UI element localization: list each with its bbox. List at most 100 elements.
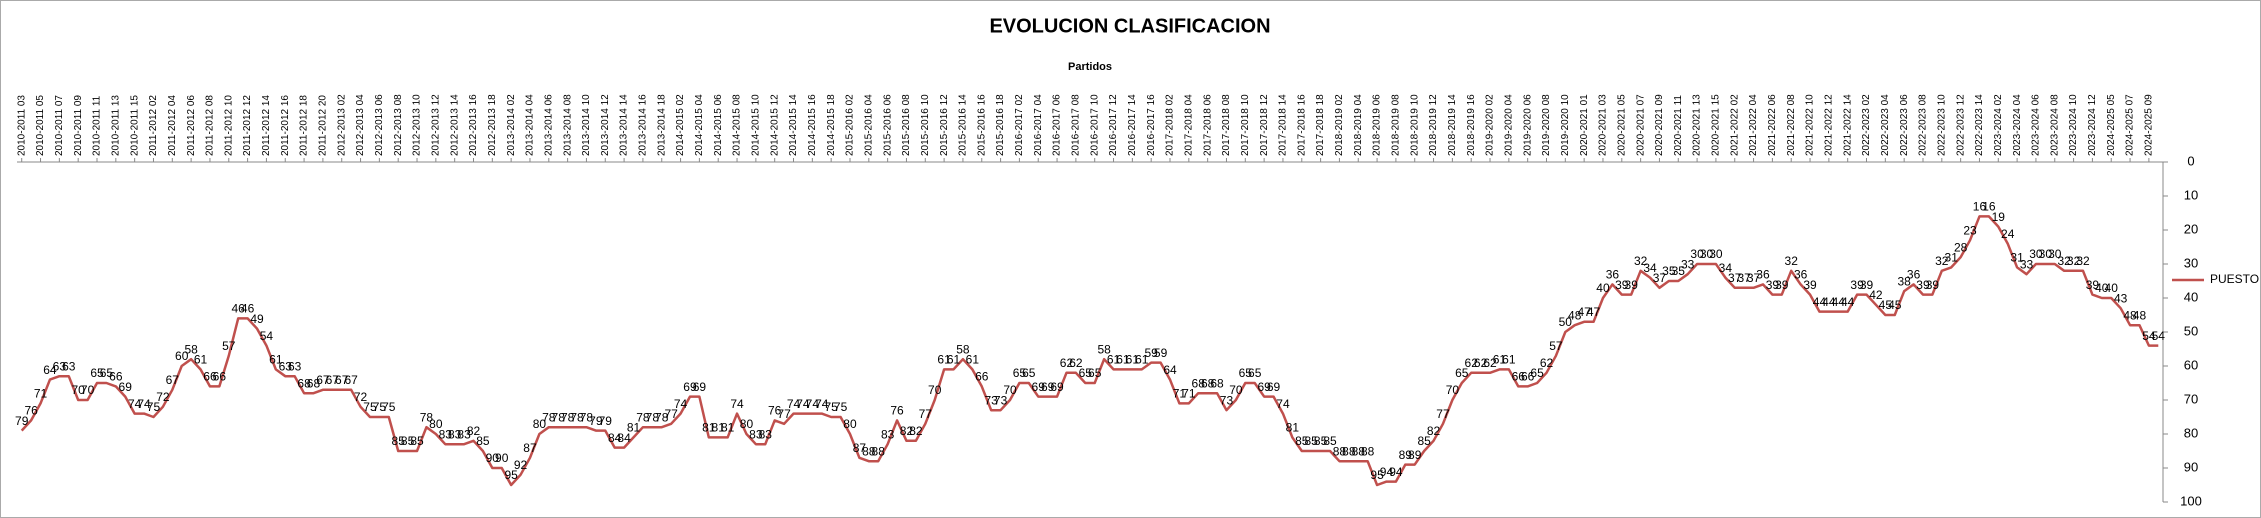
data-label: 79 — [589, 414, 603, 428]
x-tick-label: 2020-2021 05 — [1616, 94, 1627, 156]
data-label: 16 — [1973, 200, 1987, 214]
data-label: 69 — [683, 380, 697, 394]
x-tick-label: 2017-2018 14 — [1278, 94, 1289, 156]
data-label: 63 — [62, 359, 76, 373]
data-label: 88 — [1352, 444, 1366, 458]
x-tick-label: 2016-2017 10 — [1089, 94, 1100, 156]
data-label: 61 — [937, 353, 951, 367]
x-tick-label: 2012-2013 02 — [336, 94, 347, 156]
data-label: 64 — [43, 363, 57, 377]
x-tick-label: 2014-2015 16 — [807, 94, 818, 156]
data-label: 54 — [2152, 329, 2166, 343]
x-tick-label: 2023-2024 10 — [2068, 94, 2079, 156]
data-label: 31 — [1945, 251, 1959, 265]
x-tick-label: 2018-2019 16 — [1466, 94, 1477, 156]
data-label: 66 — [109, 370, 123, 384]
data-label: 65 — [1239, 366, 1253, 380]
data-label: 73 — [994, 393, 1008, 407]
data-label: 67 — [326, 373, 340, 387]
data-label: 67 — [335, 373, 349, 387]
x-tick-label: 2019-2020 06 — [1522, 94, 1533, 156]
x-tick-label: 2018-2019 10 — [1409, 94, 1420, 156]
data-label: 74 — [128, 397, 142, 411]
x-tick-label: 2014-2015 02 — [675, 94, 686, 156]
data-label: 54 — [2142, 329, 2156, 343]
data-label: 62 — [1465, 356, 1479, 370]
data-label: 39 — [1625, 278, 1639, 292]
data-label: 82 — [900, 424, 914, 438]
x-tick-label: 2022-2023 08 — [1918, 94, 1929, 156]
data-label: 77 — [1436, 407, 1450, 421]
x-tick-label: 2011-2012 06 — [186, 95, 197, 156]
data-label: 95 — [1370, 468, 1384, 482]
x-tick-label: 2023-2024 08 — [2049, 94, 2060, 156]
data-label: 89 — [1399, 448, 1413, 462]
x-tick-label: 2022-2023 14 — [1974, 94, 1985, 156]
data-label: 54 — [260, 329, 274, 343]
data-label: 88 — [1361, 444, 1375, 458]
data-label: 31 — [2010, 251, 2024, 265]
x-tick-label: 2012-2013 18 — [487, 94, 498, 156]
data-label: 66 — [213, 370, 227, 384]
data-label: 77 — [664, 407, 678, 421]
x-tick-label: 2016-2017 02 — [1014, 94, 1025, 156]
data-label: 35 — [1662, 264, 1676, 278]
data-label: 68 — [297, 376, 311, 390]
data-label: 30 — [1690, 247, 1704, 261]
data-label: 39 — [1850, 278, 1864, 292]
data-label: 84 — [608, 431, 622, 445]
x-tick-label: 2019-2020 04 — [1503, 94, 1514, 156]
data-label: 81 — [721, 421, 735, 435]
data-label: 80 — [429, 417, 443, 431]
data-label: 37 — [1653, 271, 1667, 285]
data-label: 85 — [410, 434, 424, 448]
data-label: 92 — [514, 458, 528, 472]
x-tick-label: 2018-2019 12 — [1428, 94, 1439, 156]
data-label: 61 — [1107, 353, 1121, 367]
data-label: 28 — [1954, 240, 1968, 254]
data-label: 39 — [1860, 278, 1874, 292]
x-tick-label: 2016-2017 12 — [1108, 94, 1119, 156]
y-tick-label: 20 — [2184, 221, 2198, 236]
data-label: 50 — [1559, 315, 1573, 329]
data-label: 61 — [1116, 353, 1130, 367]
data-label: 75 — [147, 400, 161, 414]
data-label: 89 — [1408, 448, 1422, 462]
data-label: 85 — [1323, 434, 1337, 448]
x-tick-label: 2014-2015 10 — [751, 94, 762, 156]
data-label: 83 — [448, 427, 462, 441]
y-tick-label: 80 — [2184, 425, 2198, 440]
x-tick-label: 2020-2021 09 — [1654, 94, 1665, 156]
x-tick-label: 2011-2012 02 — [148, 95, 159, 156]
data-label: 44 — [1822, 295, 1836, 309]
data-label: 44 — [1813, 295, 1827, 309]
data-label: 68 — [307, 376, 321, 390]
x-tick-label: 2023-2024 06 — [2031, 94, 2042, 156]
x-tick-label: 2021-2022 12 — [1824, 94, 1835, 156]
x-tick-label: 2013-2014 02 — [506, 94, 517, 156]
data-label: 30 — [2039, 247, 2053, 261]
data-label: 66 — [203, 370, 217, 384]
data-label: 78 — [636, 410, 650, 424]
x-tick-label: 2023-2024 02 — [1993, 94, 2004, 156]
data-label: 36 — [1606, 268, 1620, 282]
data-label: 94 — [1389, 465, 1403, 479]
data-label: 61 — [947, 353, 961, 367]
data-label: 85 — [1314, 434, 1328, 448]
x-tick-label: 2018-2019 08 — [1391, 94, 1402, 156]
x-tick-label: 2021-2022 14 — [1842, 94, 1853, 156]
x-tick-label: 2016-2017 06 — [1052, 94, 1063, 156]
data-label: 39 — [1615, 278, 1629, 292]
data-label: 67 — [166, 373, 180, 387]
x-tick-label: 2011-2012 20 — [318, 95, 329, 156]
data-label: 83 — [881, 427, 895, 441]
data-label: 78 — [646, 410, 660, 424]
data-label: 38 — [1897, 274, 1911, 288]
data-label: 71 — [1182, 387, 1196, 401]
x-tick-label: 2020-2021 15 — [1711, 94, 1722, 156]
data-label: 83 — [759, 427, 773, 441]
data-label: 85 — [401, 434, 415, 448]
data-label: 78 — [542, 410, 556, 424]
x-tick-label: 2013-2014 06 — [543, 94, 554, 156]
data-label: 59 — [1154, 346, 1168, 360]
